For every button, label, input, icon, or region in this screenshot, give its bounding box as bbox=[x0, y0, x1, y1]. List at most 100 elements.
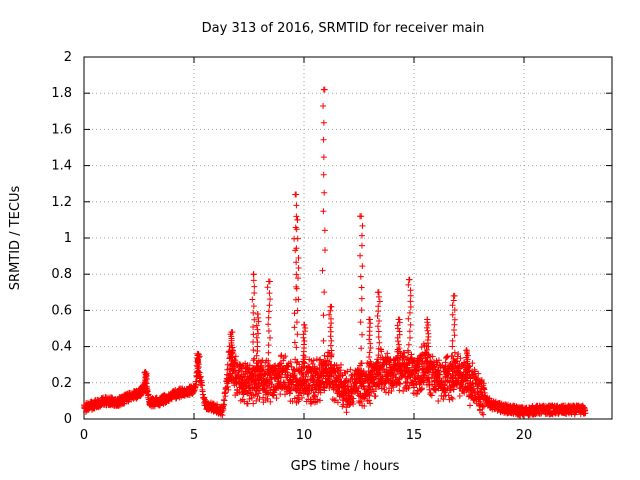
data-point-marker bbox=[407, 287, 414, 294]
data-point-marker bbox=[406, 276, 413, 283]
data-point-marker bbox=[423, 350, 430, 357]
data-point-marker bbox=[254, 376, 261, 383]
data-point-marker bbox=[298, 394, 305, 401]
data-point-marker bbox=[424, 327, 431, 334]
data-point-marker bbox=[254, 311, 261, 318]
data-point-marker bbox=[388, 387, 395, 394]
y-axis-label: SRMTID / TECUs bbox=[8, 186, 23, 291]
data-point-marker bbox=[322, 247, 329, 254]
data-point-marker bbox=[375, 328, 382, 335]
data-point-marker bbox=[407, 292, 414, 299]
data-point-marker bbox=[241, 374, 248, 381]
data-point-marker bbox=[475, 370, 482, 377]
data-point-marker bbox=[246, 362, 253, 369]
data-point-marker bbox=[320, 337, 327, 344]
y-tick-label: 2 bbox=[64, 50, 72, 65]
data-point-marker bbox=[141, 369, 148, 376]
data-point-marker bbox=[476, 388, 483, 395]
data-point-marker bbox=[300, 341, 307, 348]
data-point-marker bbox=[287, 358, 294, 365]
data-point-marker bbox=[291, 310, 298, 317]
data-point-marker bbox=[423, 358, 430, 365]
data-point-marker bbox=[381, 386, 388, 393]
data-point-marker bbox=[142, 368, 149, 375]
data-point-marker bbox=[400, 387, 407, 394]
data-point-marker bbox=[396, 387, 403, 394]
data-point-marker bbox=[301, 338, 308, 345]
data-point-marker bbox=[267, 334, 274, 341]
data-point-marker bbox=[273, 395, 280, 402]
data-point-marker bbox=[272, 362, 279, 369]
data-point-marker bbox=[265, 278, 272, 285]
data-point-marker bbox=[451, 332, 458, 339]
data-point-marker bbox=[358, 307, 365, 314]
data-point-marker bbox=[265, 314, 272, 321]
data-point-marker bbox=[358, 284, 365, 291]
data-point-marker bbox=[328, 364, 335, 371]
data-point-marker bbox=[429, 353, 436, 360]
data-point-marker bbox=[321, 227, 328, 234]
y-tick-label: 1.8 bbox=[51, 86, 72, 101]
data-point-marker bbox=[350, 395, 357, 402]
data-point-marker bbox=[407, 334, 414, 341]
data-point-marker bbox=[253, 397, 260, 404]
data-point-marker bbox=[320, 312, 327, 319]
data-point-marker bbox=[327, 315, 334, 322]
data-point-marker bbox=[374, 313, 381, 320]
data-point-marker bbox=[366, 354, 373, 361]
data-point-marker bbox=[480, 411, 487, 418]
data-point-marker bbox=[320, 154, 327, 161]
y-tick-label: 1.4 bbox=[51, 159, 72, 174]
data-point-marker bbox=[358, 345, 365, 352]
y-tick-label: 1 bbox=[64, 231, 72, 246]
data-point-marker bbox=[401, 349, 408, 356]
data-point-marker bbox=[407, 368, 414, 375]
data-point-marker bbox=[424, 316, 431, 323]
data-point-marker bbox=[251, 290, 258, 297]
data-point-marker bbox=[294, 235, 301, 242]
data-point-marker bbox=[366, 336, 373, 343]
data-point-marker bbox=[368, 375, 375, 382]
data-point-marker bbox=[265, 357, 272, 364]
data-point-marker bbox=[329, 396, 336, 403]
data-point-marker bbox=[375, 345, 382, 352]
data-point-marker bbox=[449, 363, 456, 370]
data-point-marker bbox=[451, 306, 458, 313]
data-point-marker bbox=[305, 390, 312, 397]
data-point-marker bbox=[350, 401, 357, 408]
data-point-marker bbox=[418, 344, 425, 351]
data-point-marker bbox=[393, 371, 400, 378]
data-point-marker bbox=[250, 347, 257, 354]
data-point-marker bbox=[415, 367, 422, 374]
x-tick-label: 0 bbox=[80, 428, 88, 443]
data-point-marker bbox=[294, 216, 301, 223]
data-point-marker bbox=[480, 380, 487, 387]
data-point-marker bbox=[394, 348, 401, 355]
data-point-marker bbox=[367, 316, 373, 323]
data-point-marker bbox=[449, 372, 456, 379]
data-point-marker bbox=[254, 393, 261, 400]
data-point-marker bbox=[449, 311, 456, 318]
data-point-marker bbox=[463, 347, 470, 354]
data-point-marker bbox=[328, 347, 335, 354]
data-point-marker bbox=[443, 354, 450, 361]
data-point-marker bbox=[299, 376, 306, 383]
data-point-marker bbox=[367, 369, 374, 376]
data-point-marker bbox=[327, 342, 334, 349]
data-point-marker bbox=[395, 380, 402, 387]
data-point-marker bbox=[232, 353, 239, 360]
data-point-marker bbox=[291, 395, 298, 402]
data-point-marker bbox=[449, 395, 456, 402]
data-point-marker bbox=[220, 406, 227, 413]
data-point-marker bbox=[324, 349, 331, 356]
data-point-marker bbox=[267, 398, 274, 405]
data-point-marker bbox=[265, 342, 272, 349]
data-point-marker bbox=[456, 393, 463, 400]
data-point-marker bbox=[394, 334, 401, 341]
data-point-marker bbox=[228, 360, 235, 367]
data-point-marker bbox=[419, 385, 426, 392]
data-point-marker bbox=[265, 349, 272, 356]
data-point-marker bbox=[365, 363, 372, 370]
data-point-marker bbox=[451, 316, 458, 323]
data-point-marker bbox=[450, 356, 457, 363]
